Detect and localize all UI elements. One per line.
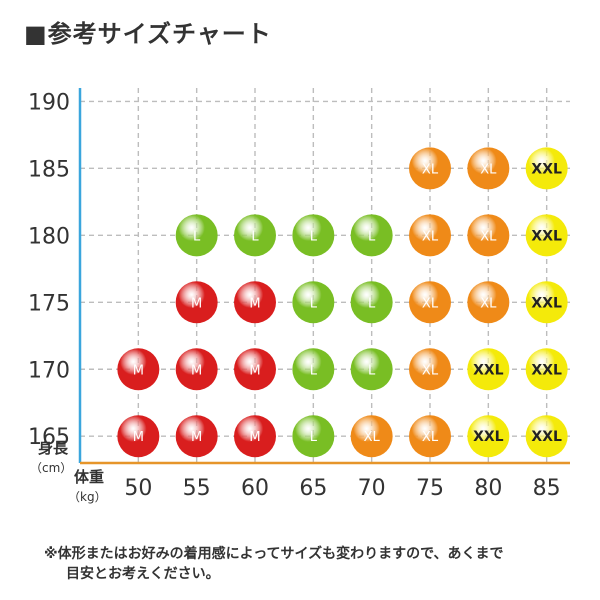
size-bubble-l [292,281,335,324]
size-bubble-label: XL [422,229,439,244]
size-bubble-xxl [525,415,568,458]
size-bubble-xl [409,214,451,257]
size-bubble-label: M [191,296,202,311]
size-bubble-xxl [467,348,510,391]
size-bubble-m [175,415,218,458]
size-bubble-label: L [193,229,201,244]
x-axis-unit: （kg） [68,490,107,504]
footnote-line-2: 目安とお考えください。 [66,566,220,582]
size-bubble-l [350,281,393,324]
x-tick-label: 50 [124,476,152,501]
size-bubble-m [175,281,218,324]
size-bubble-label: M [249,363,260,378]
size-bubble-xl [409,415,451,458]
size-bubble-m [234,348,276,391]
x-tick-label: 65 [299,476,327,501]
size-bubble-xxl [525,214,568,257]
size-bubble-label: XL [480,296,497,311]
size-bubble-l [175,214,218,257]
size-bubble-l [234,214,276,257]
size-bubble-l [292,214,335,257]
size-bubble-label: L [368,296,376,311]
size-bubble-label: XXL [473,429,504,445]
size-bubble-label: XXL [531,161,562,177]
size-bubble-m [117,415,160,458]
x-tick-label: 55 [183,476,211,501]
y-axis-unit: （cm） [30,461,72,475]
size-bubble-label: L [310,430,318,445]
size-bubble-label: M [249,296,260,311]
size-chart: 165 170 175 180 185 190 50 55 60 65 70 75 80 85 身長 （cm）… [28,88,570,504]
size-bubble-l [350,348,393,391]
footnote-line-1: ※体形またはお好みの着用感によってサイズも変わりますので、あくまで [44,546,504,562]
x-tick-label: 60 [241,476,269,501]
x-axis-title: 体重 [74,468,104,486]
size-bubble-xl [409,147,451,190]
size-bubble-label: L [310,296,318,311]
size-bubble-label: XXL [531,228,562,244]
y-tick-label: 185 [28,157,70,182]
size-bubble-label: XL [480,229,497,244]
size-bubble-xxl [467,415,510,458]
x-tick-label: 70 [358,476,386,501]
x-tick-label: 75 [416,476,444,501]
size-bubble-label: XXL [531,362,562,378]
size-bubble-l [350,214,393,257]
y-tick-label: 165 [28,425,70,450]
size-bubble-label: XL [422,296,439,311]
y-tick-label: 190 [28,90,70,115]
size-bubble-label: M [133,430,144,445]
size-bubble-m [117,348,160,391]
y-tick-label: 180 [28,224,70,249]
size-bubble-label: M [191,430,202,445]
size-bubble-l [292,415,335,458]
size-bubble-label: XXL [531,295,562,311]
x-tick-label: 85 [533,476,561,501]
size-bubble-label: M [249,430,260,445]
size-bubble-label: L [368,229,376,244]
size-bubble-label: M [133,363,144,378]
size-bubble-label: XXL [531,429,562,445]
size-bubble-label: XL [422,430,439,445]
size-bubble-label: XXL [473,362,504,378]
size-bubble-xl [467,281,510,324]
size-bubble-label: L [310,229,318,244]
size-bubble-label: L [310,363,318,378]
y-tick-label: 170 [28,358,70,383]
size-bubble-m [234,281,276,324]
size-bubble-xl [409,281,451,324]
size-bubble-xl [409,348,451,391]
size-bubble-label: XL [480,162,497,177]
size-bubble-l [292,348,335,391]
y-tick-label: 175 [28,291,70,316]
size-bubble-label: M [191,363,202,378]
size-bubble-xl [467,147,510,190]
size-bubble-m [175,348,218,391]
x-tick-label: 80 [474,476,502,501]
size-bubble-label: L [368,363,376,378]
size-bubble-xl [467,214,510,257]
y-axis-title: 身長 [38,439,69,457]
size-bubble-xl [350,415,393,458]
chart-title: ■参考サイズチャート [24,20,272,48]
size-bubble-label: XL [364,430,381,445]
footnote: ※体形またはお好みの着用感によってサイズも変わりますので、あくまで 目安とお考え… [44,544,584,584]
size-bubble-xxl [525,147,568,190]
size-bubble-label: XL [422,363,439,378]
size-bubble-label: XL [422,162,439,177]
size-bubble-xxl [525,348,568,391]
size-bubble-xxl [525,281,568,324]
size-bubble-m [234,415,276,458]
size-bubble-label: L [251,229,259,244]
